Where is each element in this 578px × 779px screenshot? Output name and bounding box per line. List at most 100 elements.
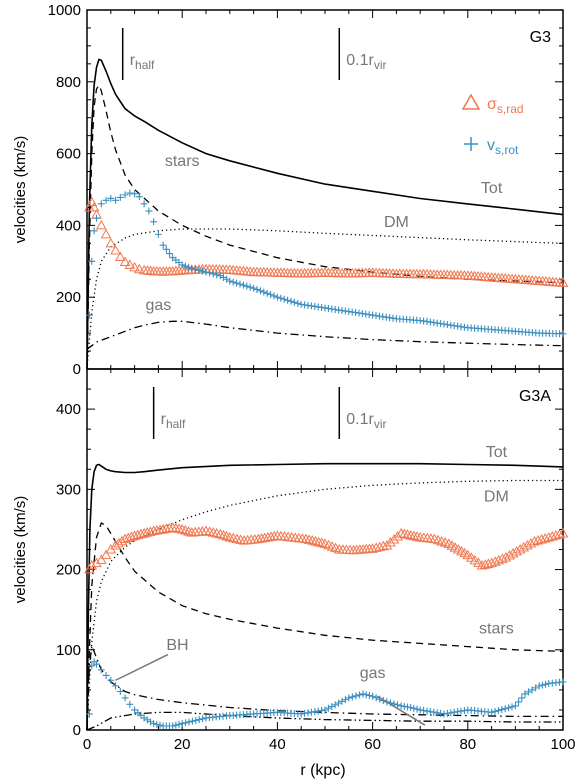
sigma-point [86,196,98,207]
vrot-point [430,708,438,716]
vrot-point [85,311,93,319]
sigma-point [525,537,537,548]
vrot-point [199,715,207,723]
sigma-point [214,528,226,539]
vrot-point [521,690,529,698]
vrot-point [284,296,292,304]
sigma-point [157,266,169,276]
vrot-point [175,720,183,728]
marker-label: 0.1rvir [346,52,386,72]
x-tick-label: 40 [269,736,286,753]
sigma-point [138,527,150,538]
x-tick-label: 100 [550,736,575,753]
sigma-point [496,553,508,563]
sigma-point [268,530,280,541]
vrot-point [178,261,186,269]
sigma-point [129,261,140,272]
sigma-point [145,526,156,536]
x-axis-label: r (kpc) [300,762,345,779]
vrot-point [102,196,110,204]
sigma-point [160,266,172,276]
vrot-point [93,214,101,222]
vrot-point [352,692,360,700]
legend-plus [464,137,478,151]
vrot-point [213,271,221,279]
sigma-point [310,535,321,546]
sigma-point [100,228,112,239]
sigma-point [398,528,410,539]
sigma-point [114,251,126,261]
annotation-tot: Tot [481,180,503,197]
vrot-point [121,191,129,199]
vrot-point [185,263,193,271]
vrot-point [518,694,526,702]
vrot-point [140,200,148,208]
marker-label: rhalf [130,52,155,72]
vrot-point [188,717,196,725]
vrot-point [181,262,189,270]
vrot-point [287,297,295,305]
vrot-point [532,684,540,692]
sigma-point [262,531,274,542]
vrot-point [88,257,96,265]
vrot-point [297,710,305,718]
sigma-point [313,536,325,547]
vrot-point [239,281,247,289]
vrot-point [162,245,170,253]
annotation-stars: stars [165,153,200,170]
sigma-point [183,526,194,536]
sigma-point [392,530,403,541]
annotation-dm: DM [484,488,509,505]
sigma-point [141,527,153,537]
vrot-point [206,269,214,277]
sigma-point [176,523,188,534]
vrot-point [263,289,271,297]
sigma-point [167,522,179,532]
vrot-point [328,703,336,711]
vrot-point [273,293,281,301]
sigma-point [367,543,378,553]
vrot-point [182,719,190,727]
vrot-point [172,721,180,729]
vrot-point [416,706,424,714]
sigma-point [259,532,271,543]
sigma-point [546,530,558,541]
sigma-point [405,529,417,540]
vrot-point [185,718,193,726]
vrot-point [410,704,418,712]
vrot-point [243,282,251,290]
y-tick-label: 300 [56,481,81,498]
vrot-point [498,706,506,714]
sigma-point [256,533,267,543]
vrot-point [256,287,264,295]
vrot-point [219,273,227,281]
sigma-point [218,529,229,540]
vrot-point [97,666,105,674]
sigma-point [411,531,423,541]
vrot-point [423,707,431,715]
vrot-point [369,692,377,700]
sigma-point [100,549,112,560]
sigma-point [370,542,382,552]
sigma-point [402,529,413,539]
sigma-point [95,554,107,564]
vrot-point [420,707,428,715]
vrot-point [505,704,513,712]
sigma-point [493,554,505,565]
sigma-point [151,524,163,535]
vrot-point [93,660,101,668]
line-gas [86,320,564,350]
vrot-point [359,690,367,698]
sigma-point [388,533,400,544]
plot-frame [86,368,564,731]
panel-g3: 0 200 400 600 800 1000 velocities (km/s) G3 rhal… [12,2,569,378]
vrot-point [311,708,319,716]
sigma-point [408,530,420,541]
vrot-point [156,721,164,729]
vrot-point [362,691,370,699]
sigma-point [550,529,562,540]
vrot-point [97,200,105,208]
sigma-point [483,558,494,568]
vrot-point [338,697,346,705]
sigma-point [119,533,131,544]
